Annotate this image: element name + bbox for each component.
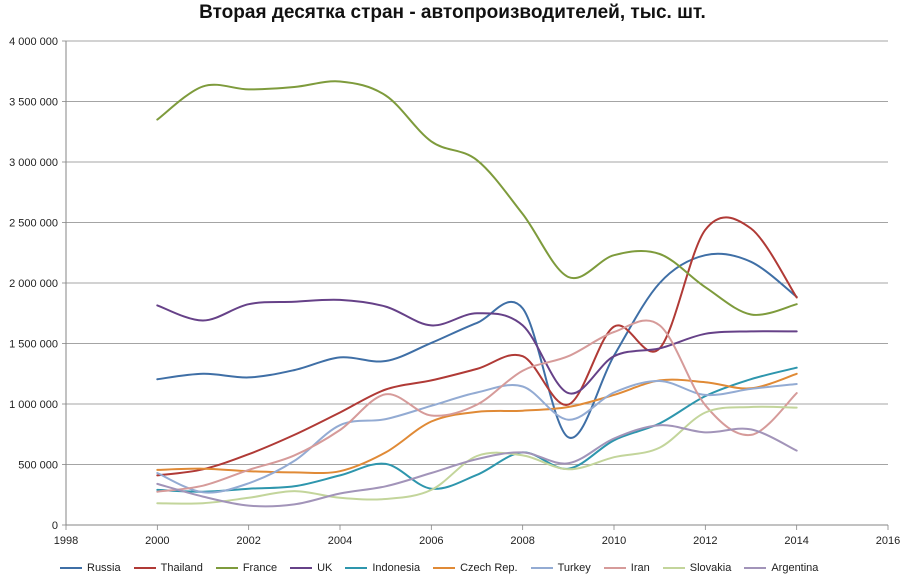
- x-tick-label: 2012: [693, 535, 717, 547]
- x-tick-label: 2004: [328, 535, 352, 547]
- legend-item-turkey: Turkey: [530, 562, 591, 574]
- legend-item-czech-rep: Czech Rep.: [433, 562, 518, 574]
- legend-swatch: [215, 567, 238, 569]
- legend-label: Turkey: [557, 562, 591, 574]
- series-line-argentina: [156, 424, 798, 508]
- legend-item-argentina: Argentina: [744, 562, 818, 574]
- series-line-france: [156, 80, 798, 316]
- series-line-slovakia: [156, 405, 798, 505]
- legend-swatch: [744, 567, 767, 569]
- legend-item-iran: Iran: [603, 562, 650, 574]
- y-tick-label: 3 500 000: [9, 97, 58, 109]
- series-line-iran: [156, 319, 798, 493]
- tick-labels: 0 500 000 1 000 000 1 500 000 2 000 000 2 500…: [9, 36, 900, 547]
- legend-swatch: [290, 567, 313, 569]
- x-tick-label: 2000: [145, 535, 169, 547]
- legend-label: Slovakia: [689, 562, 732, 574]
- y-tick-label: 2 500 000: [9, 218, 58, 230]
- y-tick-label: 4 000 000: [9, 36, 58, 48]
- x-tick-label: 2016: [876, 535, 900, 547]
- legend-swatch: [345, 567, 368, 569]
- x-tick-label: 2008: [510, 535, 534, 547]
- legend-item-uk: UK: [290, 562, 332, 574]
- x-tick-label: 2006: [419, 535, 443, 547]
- series-line-russia: [156, 252, 798, 439]
- series-lines: [156, 80, 798, 508]
- legend-label: France: [242, 562, 278, 574]
- legend-swatch: [530, 567, 553, 569]
- legend-label: Argentina: [771, 562, 819, 574]
- y-tick-label: 1 500 000: [9, 339, 58, 351]
- legend-label: Thailand: [160, 562, 203, 574]
- x-tick-label: 2014: [784, 535, 808, 547]
- legend-label: Iran: [630, 562, 650, 574]
- grid-lines: [66, 40, 888, 465]
- legend-swatch: [433, 567, 456, 569]
- axes: [62, 40, 889, 530]
- x-tick-label: 2002: [236, 535, 260, 547]
- legend-label: Czech Rep.: [460, 562, 518, 574]
- chart-title: Вторая десятка стран - автопроизводителе…: [199, 2, 706, 23]
- legend: Russia Thailand France UK Indonesia Czech Rep…: [60, 558, 900, 578]
- y-tick-label: 3 000 000: [9, 157, 58, 169]
- legend-label: Indonesia: [372, 562, 421, 574]
- legend-swatch: [662, 567, 685, 569]
- series-line-turkey: [156, 379, 798, 494]
- legend-item-russia: Russia: [60, 562, 121, 574]
- series-line-thailand: [156, 216, 798, 477]
- y-tick-label: 0: [52, 520, 58, 532]
- y-tick-label: 1 000 000: [9, 399, 58, 411]
- legend-item-france: France: [215, 562, 278, 574]
- x-tick-label: 2010: [602, 535, 626, 547]
- legend-label: UK: [317, 562, 333, 574]
- legend-item-slovakia: Slovakia: [662, 562, 732, 574]
- y-tick-label: 2 000 000: [9, 278, 58, 290]
- x-tick-label: 1998: [54, 535, 78, 547]
- legend-swatch: [133, 567, 156, 569]
- y-tick-label: 500 000: [18, 460, 58, 472]
- series-line-uk: [156, 298, 798, 395]
- legend-label: Russia: [87, 562, 121, 574]
- legend-swatch: [60, 567, 82, 569]
- series-line-indonesia: [156, 366, 798, 493]
- legend-swatch: [603, 567, 626, 569]
- legend-item-indonesia: Indonesia: [345, 562, 420, 574]
- legend-item-thailand: Thailand: [133, 562, 203, 574]
